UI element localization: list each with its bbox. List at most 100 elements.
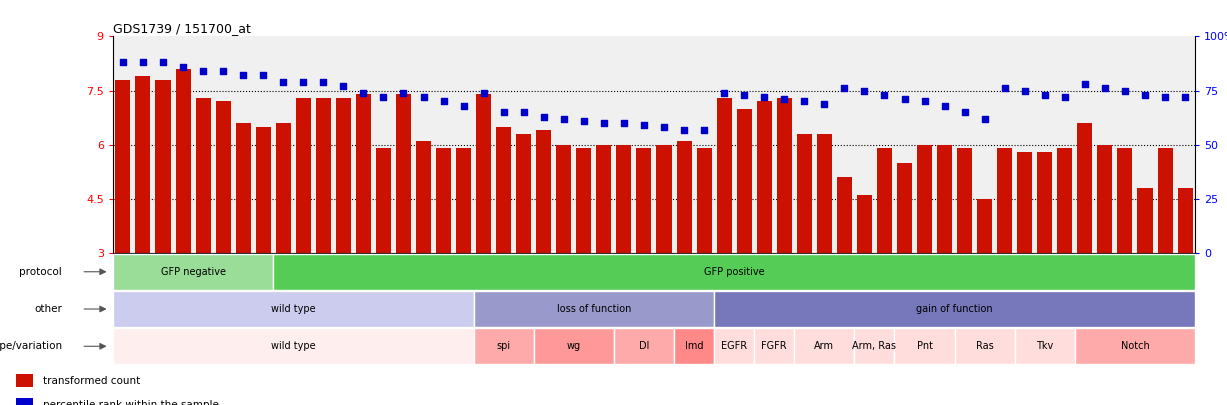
Text: Notch: Notch	[1120, 341, 1150, 351]
Point	[594, 120, 614, 126]
Bar	[977, 199, 993, 253]
Point	[213, 68, 233, 75]
Text: other: other	[34, 304, 63, 314]
Bar	[156, 80, 171, 253]
Point	[974, 115, 994, 122]
Text: gain of function: gain of function	[917, 304, 993, 314]
Bar	[937, 145, 952, 253]
Bar	[714, 291, 1195, 327]
Point	[133, 59, 152, 66]
Bar	[517, 134, 531, 253]
Point	[373, 94, 393, 100]
Point	[293, 79, 313, 85]
Bar	[697, 148, 712, 253]
Bar	[1017, 152, 1032, 253]
Point	[1015, 87, 1034, 94]
Bar	[656, 145, 671, 253]
Bar	[1075, 328, 1195, 364]
Point	[474, 90, 493, 96]
Text: Dl: Dl	[639, 341, 649, 351]
Point	[815, 100, 834, 107]
Point	[714, 90, 734, 96]
Bar	[236, 123, 250, 253]
Point	[755, 94, 774, 100]
Point	[1055, 94, 1075, 100]
Point	[875, 92, 894, 98]
Point	[894, 96, 914, 102]
Point	[1075, 81, 1094, 87]
Point	[955, 109, 974, 115]
Bar	[616, 145, 632, 253]
Point	[233, 72, 253, 79]
Bar	[817, 134, 832, 253]
Point	[935, 102, 955, 109]
Bar	[474, 328, 534, 364]
Point	[1034, 92, 1054, 98]
Point	[193, 68, 213, 75]
Bar	[856, 195, 872, 253]
Text: protocol: protocol	[20, 267, 63, 277]
Bar	[113, 291, 474, 327]
Bar	[1058, 148, 1072, 253]
Point	[834, 85, 854, 92]
Bar	[854, 328, 894, 364]
Point	[313, 79, 333, 85]
Point	[1155, 94, 1174, 100]
Text: GFP positive: GFP positive	[704, 267, 764, 277]
Bar	[375, 148, 391, 253]
Bar	[556, 145, 572, 253]
Point	[454, 102, 474, 109]
Bar	[796, 134, 812, 253]
Bar	[476, 94, 491, 253]
Bar	[16, 374, 33, 388]
Text: wild type: wild type	[271, 341, 315, 351]
Bar	[255, 127, 271, 253]
Text: Tkv: Tkv	[1036, 341, 1054, 351]
Text: Arm, Ras: Arm, Ras	[853, 341, 897, 351]
Bar	[135, 76, 151, 253]
Bar	[1137, 188, 1152, 253]
Point	[734, 92, 753, 98]
Point	[995, 85, 1015, 92]
Point	[173, 64, 193, 70]
Bar	[336, 98, 351, 253]
Bar	[1097, 145, 1113, 253]
Text: EGFR: EGFR	[721, 341, 747, 351]
Bar	[113, 328, 474, 364]
Text: loss of function: loss of function	[557, 304, 631, 314]
Bar	[216, 101, 231, 253]
Bar	[955, 328, 1015, 364]
Bar	[736, 109, 752, 253]
Bar	[416, 141, 431, 253]
Bar	[315, 98, 331, 253]
Text: Arm: Arm	[815, 341, 834, 351]
Point	[433, 98, 453, 105]
Bar	[1118, 148, 1133, 253]
Bar	[276, 123, 291, 253]
Text: GDS1739 / 151700_at: GDS1739 / 151700_at	[113, 22, 250, 35]
Point	[574, 118, 594, 124]
Bar	[894, 328, 955, 364]
Bar	[356, 94, 371, 253]
Point	[674, 126, 693, 133]
Bar	[577, 148, 591, 253]
Point	[514, 109, 534, 115]
Bar	[777, 98, 791, 253]
Bar	[837, 177, 852, 253]
Point	[1115, 87, 1135, 94]
Bar	[115, 80, 130, 253]
Point	[534, 113, 553, 120]
Text: Pnt: Pnt	[917, 341, 933, 351]
Point	[854, 87, 874, 94]
Text: genotype/variation: genotype/variation	[0, 341, 63, 351]
Point	[1135, 92, 1155, 98]
Bar	[436, 148, 452, 253]
Bar	[496, 127, 512, 253]
Bar	[1157, 148, 1173, 253]
Bar	[676, 141, 692, 253]
Point	[794, 98, 814, 105]
Point	[1094, 85, 1114, 92]
Point	[394, 90, 413, 96]
Bar	[998, 148, 1012, 253]
Bar	[1037, 152, 1053, 253]
